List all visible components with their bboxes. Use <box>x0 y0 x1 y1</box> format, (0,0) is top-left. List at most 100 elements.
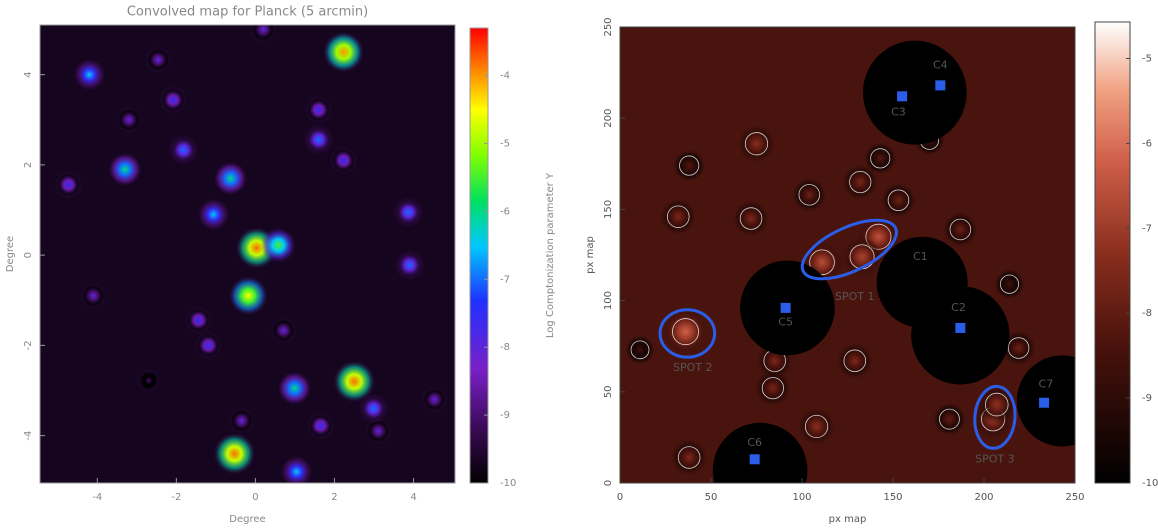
source <box>145 47 171 73</box>
x-axis-label: Degree <box>229 514 265 525</box>
x-tick-label: -2 <box>171 492 181 503</box>
source <box>214 433 255 474</box>
x-axis-label: px map <box>829 514 867 525</box>
source <box>229 276 268 315</box>
annotation: C4 <box>933 58 948 71</box>
y-tick-label: 100 <box>603 291 614 310</box>
source <box>74 59 105 90</box>
annotation: C3 <box>891 106 906 119</box>
x-tick-label: 0 <box>617 492 623 503</box>
colorbar-tick-label: -7 <box>1142 223 1152 234</box>
source <box>755 370 791 406</box>
annotation: C2 <box>951 301 966 314</box>
colorbar-tick-label: -5 <box>1142 54 1152 65</box>
marker <box>897 91 907 101</box>
y-tick-label: 200 <box>603 109 614 128</box>
source <box>330 147 357 174</box>
source <box>864 142 896 174</box>
colorbar-tick-label: -9 <box>1142 393 1152 404</box>
y-tick-label: 4 <box>23 71 34 77</box>
source <box>81 283 107 309</box>
source <box>195 332 222 359</box>
source <box>359 394 388 423</box>
marker <box>955 323 965 333</box>
plot-area <box>620 27 1108 518</box>
colorbar-tick-label: -7 <box>500 274 510 285</box>
x-tick-label: 4 <box>410 492 416 503</box>
source <box>271 318 297 344</box>
source <box>214 162 247 195</box>
y-tick-label: 0 <box>23 252 34 258</box>
colorbar-tick-label: -6 <box>500 206 510 217</box>
source <box>792 178 826 212</box>
source <box>278 372 311 405</box>
colorbar-tick-label: -8 <box>500 342 510 353</box>
y-tick-label: -2 <box>23 340 34 350</box>
source <box>185 306 212 333</box>
annotation: C6 <box>747 436 762 449</box>
x-tick-label: 250 <box>1065 492 1084 503</box>
source <box>994 269 1025 300</box>
colorbar-tick-label: -9 <box>500 410 510 421</box>
source <box>842 237 882 277</box>
source <box>116 107 142 133</box>
annotation: C5 <box>778 315 793 328</box>
colorbar-tick-label: -4 <box>500 71 510 82</box>
y-tick-label: -4 <box>23 431 34 441</box>
source <box>625 335 655 365</box>
source <box>108 153 141 186</box>
source <box>798 408 835 445</box>
source <box>943 212 977 246</box>
plot-area <box>40 17 455 488</box>
source <box>198 199 229 230</box>
colorbar-tick-label: -5 <box>500 138 510 149</box>
source <box>169 135 198 164</box>
chart: -4 -2 0 2 4 -4 -2 0 2 4 Degree Degree Convolved map … <box>5 5 556 526</box>
x-tick-label: 150 <box>883 492 902 503</box>
source <box>251 17 277 43</box>
source <box>55 171 82 198</box>
x-tick-label: 200 <box>974 492 993 503</box>
source <box>159 86 186 113</box>
colorbar-tick-label: -10 <box>500 478 516 489</box>
y-tick-label: 250 <box>603 17 614 36</box>
colorbar-tick-label: -8 <box>1142 308 1152 319</box>
source <box>738 125 775 162</box>
y-tick-label: 50 <box>603 385 614 398</box>
source <box>138 370 160 392</box>
y-axis-label: Degree <box>5 236 16 272</box>
chart-title: Convolved map for Planck (5 arcmin) <box>127 5 368 20</box>
colorbar <box>1095 22 1130 483</box>
chart: C1 C2 C3 C4 C5 C6 C7 SPOT 1 SPOT 2 SPOT 3 0 50 100 15… <box>585 17 1158 525</box>
source <box>733 200 769 236</box>
source <box>422 387 448 413</box>
colorbar-tick-label: -6 <box>1142 138 1152 149</box>
figure: -4 -2 0 2 4 -4 -2 0 2 4 Degree Degree Convolved map … <box>0 0 1158 529</box>
marker <box>750 454 760 464</box>
source <box>933 402 966 435</box>
source <box>837 343 873 379</box>
annotation: C1 <box>913 250 928 263</box>
annotation: SPOT 1 <box>835 290 875 303</box>
source <box>881 183 915 217</box>
x-tick-label: 2 <box>331 492 337 503</box>
marker <box>935 80 945 90</box>
colorbar-label: Log Comptonization parameter Y <box>545 172 556 338</box>
source <box>673 150 705 182</box>
source <box>323 32 364 73</box>
x-tick-label: 0 <box>252 492 258 503</box>
x-tick-label: 100 <box>792 492 811 503</box>
x-tick-label: 50 <box>705 492 718 503</box>
y-axis-label: px map <box>585 236 596 274</box>
source <box>671 439 707 475</box>
marker <box>1039 398 1049 408</box>
source <box>261 228 296 263</box>
marker <box>781 303 791 313</box>
annotation: SPOT 3 <box>975 452 1015 465</box>
annotation: SPOT 2 <box>673 361 713 374</box>
colorbar-tick-label: -10 <box>1142 478 1158 489</box>
y-tick-label: 0 <box>603 480 614 486</box>
source <box>307 412 334 439</box>
y-tick-label: 2 <box>23 162 34 168</box>
annotation: C7 <box>1039 378 1054 391</box>
